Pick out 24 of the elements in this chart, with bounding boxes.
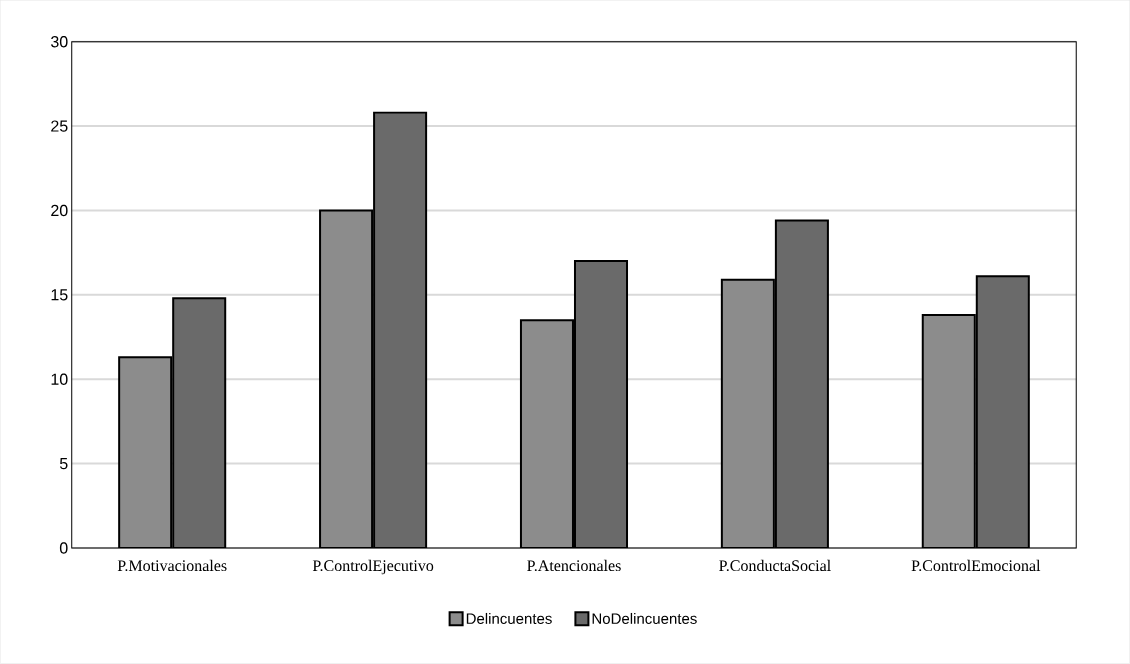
y-tick-label: 30 [51, 36, 68, 48]
bar [921, 314, 976, 549]
bar [774, 219, 829, 549]
y-tick-label: 10 [51, 373, 68, 386]
y-tick-label: 20 [51, 204, 68, 217]
bar [720, 278, 775, 549]
legend-label: Delincuentes [466, 613, 552, 625]
x-tick-label: P.ControlEjecutivo [312, 559, 434, 575]
x-tick-label: P.ConductaSocial [719, 559, 831, 572]
bar [573, 260, 629, 549]
x-tick-label: P.Atencionales [527, 559, 621, 572]
y-tick-label: 25 [51, 120, 68, 132]
y-tick-label: 15 [51, 289, 68, 301]
bar [172, 297, 227, 549]
legend-label: NoDelincuentes [592, 613, 697, 625]
x-tick-label: P.Motivacionales [117, 559, 227, 572]
bar [519, 319, 574, 549]
bar [975, 275, 1030, 549]
bar [373, 111, 428, 549]
bar [319, 209, 374, 549]
y-tick-label: 0 [59, 542, 68, 554]
y-tick-label: 5 [59, 458, 68, 470]
x-tick-label: P.ControlEmocional [911, 559, 1041, 572]
bar [118, 356, 173, 549]
